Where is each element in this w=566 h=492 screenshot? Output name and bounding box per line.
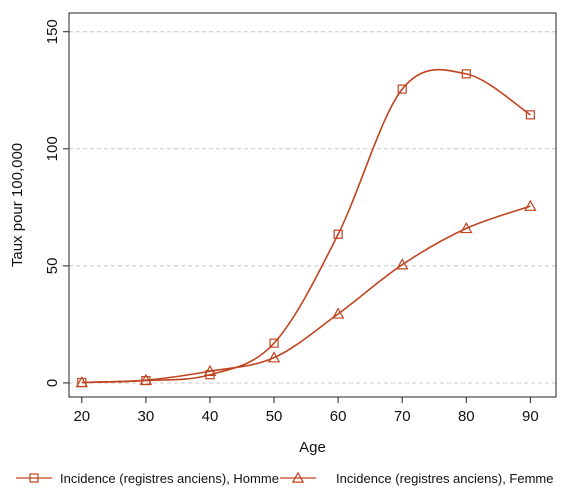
data-point xyxy=(397,84,407,94)
series-2 xyxy=(75,199,537,388)
series-layer xyxy=(75,68,537,388)
legend-marker xyxy=(291,471,305,483)
legend-item-1: Incidence (registres anciens), Homme xyxy=(16,471,279,486)
legend-item-2: Incidence (registres anciens), Femme xyxy=(280,471,553,486)
x-tick-label: 50 xyxy=(266,408,283,425)
x-tick-label: 90 xyxy=(522,408,539,425)
data-point xyxy=(203,364,217,377)
x-tick-label: 40 xyxy=(202,408,219,425)
legend: Incidence (registres anciens), Homme Inci… xyxy=(16,471,553,486)
data-point xyxy=(525,110,535,120)
x-axis-label: Age xyxy=(299,439,326,456)
x-tick-label: 20 xyxy=(73,408,90,425)
data-point xyxy=(461,69,471,79)
y-axis-label: Taux pour 100,000 xyxy=(9,143,26,267)
series-line xyxy=(81,68,531,384)
legend-label: Incidence (registres anciens), Homme xyxy=(60,471,279,486)
series-line xyxy=(81,205,531,384)
y-tick-label: 0 xyxy=(44,379,61,387)
data-point xyxy=(75,376,89,388)
plot-frame xyxy=(68,12,557,398)
y-tick-label: 50 xyxy=(44,258,61,275)
data-point xyxy=(524,199,537,211)
y-tick-label: 150 xyxy=(44,19,61,44)
data-point xyxy=(395,258,409,270)
x-tick-label: 70 xyxy=(394,408,411,425)
data-point xyxy=(139,373,153,385)
x-tick-label: 60 xyxy=(330,408,347,425)
y-tick-label: 100 xyxy=(44,136,61,161)
legend-marker xyxy=(29,473,39,483)
data-point xyxy=(331,307,345,319)
data-point xyxy=(333,229,343,239)
data-point xyxy=(460,221,473,234)
x-tick-label: 80 xyxy=(458,408,475,425)
data-point xyxy=(267,351,281,363)
data-point xyxy=(269,338,279,348)
legend-label: Incidence (registres anciens), Femme xyxy=(336,471,553,486)
x-tick-label: 30 xyxy=(138,408,155,425)
grid-lines xyxy=(69,31,556,384)
axes: 0 50 100 150 20 30 40 50 60 70 80 90 xyxy=(44,19,539,425)
